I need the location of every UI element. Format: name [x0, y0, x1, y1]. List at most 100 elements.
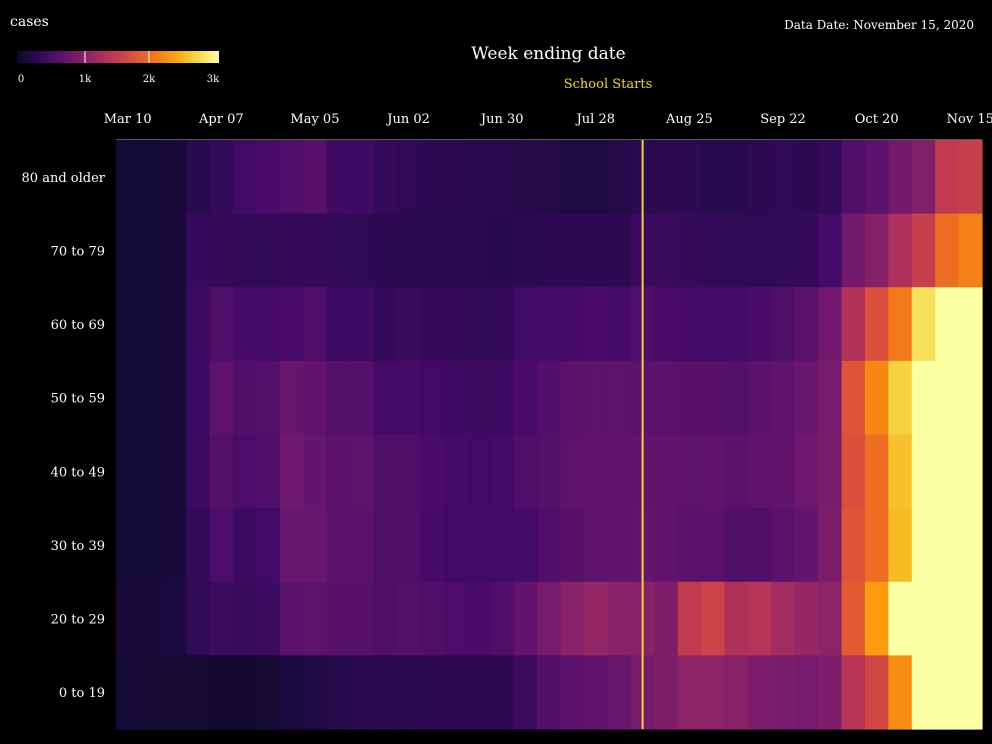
heatmap-cell	[677, 213, 702, 288]
heatmap-cell	[209, 287, 234, 362]
heatmap-cell	[701, 360, 726, 436]
heatmap-cell	[958, 581, 983, 656]
heatmap-cell	[701, 287, 726, 362]
heatmap-cell	[233, 581, 258, 656]
heatmap-cell	[841, 213, 866, 288]
heatmap-cell	[373, 287, 398, 362]
heatmap-cell	[513, 434, 538, 509]
heatmap-cell	[935, 360, 960, 436]
heatmap-cell	[841, 287, 866, 362]
heatmap-cell	[467, 360, 492, 436]
heatmap-cell	[841, 508, 866, 583]
heatmap-cell	[256, 434, 281, 509]
heatmap-cell	[490, 508, 515, 583]
x-tick-label: Nov 15	[947, 112, 992, 127]
heatmap-cell	[373, 434, 398, 509]
heatmap-cell	[326, 581, 351, 656]
heatmap-cell	[724, 213, 749, 288]
heatmap-cell	[256, 287, 281, 362]
heatmap-cell	[396, 287, 421, 362]
heatmap-cell	[747, 581, 772, 656]
heatmap-cell	[537, 360, 562, 436]
heatmap-cell	[724, 360, 749, 436]
data-date-label: Data Date: November 15, 2020	[784, 18, 974, 32]
heatmap-cell	[677, 140, 702, 215]
heatmap-cell	[607, 655, 632, 730]
heatmap-cell	[888, 140, 913, 215]
heatmap-cell	[747, 508, 772, 583]
heatmap-cell	[958, 140, 983, 215]
heatmap-cell	[654, 581, 679, 656]
heatmap-cell	[467, 287, 492, 362]
heatmap-cell	[162, 360, 187, 436]
heatmap-cell	[490, 581, 515, 656]
heatmap-cell	[279, 508, 304, 583]
heatmap-cell	[443, 360, 468, 436]
heatmap-cell	[139, 434, 164, 509]
heatmap-cell	[864, 655, 889, 730]
heatmap-cell	[888, 434, 913, 509]
heatmap-cell	[209, 434, 234, 509]
heatmap-cell	[256, 140, 281, 215]
heatmap-cell	[116, 508, 141, 583]
heatmap-cell	[911, 581, 936, 656]
heatmap-cell	[256, 655, 281, 730]
heatmap-cell	[818, 434, 843, 509]
heatmap-cell	[350, 287, 375, 362]
heatmap-cell	[654, 360, 679, 436]
heatmap-cell	[560, 287, 585, 362]
heatmap-cell	[841, 360, 866, 436]
heatmap-cell	[794, 508, 819, 583]
heatmap-cell	[935, 434, 960, 509]
heatmap-cell	[537, 581, 562, 656]
heatmap-cell	[350, 581, 375, 656]
heatmap-cell	[701, 213, 726, 288]
heatmap-cell	[560, 655, 585, 730]
heatmap-cell	[818, 581, 843, 656]
heatmap-cell	[186, 581, 211, 656]
heatmap-cell	[560, 434, 585, 509]
heatmap-cell	[864, 360, 889, 436]
heatmap-cell	[209, 655, 234, 730]
heatmap-cell	[420, 434, 445, 509]
heatmap-cell	[279, 655, 304, 730]
heatmap-cell	[677, 434, 702, 509]
heatmap-cell	[326, 140, 351, 215]
heatmap-cell	[139, 508, 164, 583]
heatmap-cell	[724, 140, 749, 215]
heatmap-cell	[701, 140, 726, 215]
colorbar-tick-label: 3k	[207, 74, 220, 85]
heatmap-cell	[818, 508, 843, 583]
heatmap-cell	[303, 434, 328, 509]
heatmap-cell	[396, 140, 421, 215]
colorbar-gradient	[17, 51, 219, 63]
heatmap-cell	[162, 140, 187, 215]
heatmap-cell	[747, 360, 772, 436]
heatmap-cell	[162, 508, 187, 583]
heatmap-cell	[467, 213, 492, 288]
x-tick-label: Mar 10	[104, 112, 152, 127]
heatmap-cell	[373, 508, 398, 583]
heatmap-cell	[654, 655, 679, 730]
x-tick-label: May 05	[290, 112, 339, 127]
heatmap-cell	[607, 140, 632, 215]
heatmap-cell	[584, 581, 609, 656]
x-tick-label: Apr 07	[198, 112, 244, 127]
heatmap-cells	[116, 140, 983, 730]
heatmap-cell	[888, 360, 913, 436]
heatmap-cell	[584, 140, 609, 215]
heatmap-cell	[186, 140, 211, 215]
heatmap-cell	[584, 213, 609, 288]
heatmap-cell	[443, 508, 468, 583]
heatmap-cell	[560, 140, 585, 215]
heatmap-cell	[396, 434, 421, 509]
heatmap-cell	[864, 140, 889, 215]
heatmap-cell	[513, 287, 538, 362]
heatmap-cell	[677, 287, 702, 362]
heatmap-cell	[373, 581, 398, 656]
heatmap-cell	[209, 140, 234, 215]
heatmap-cell	[818, 140, 843, 215]
heatmap-cell	[794, 287, 819, 362]
heatmap-cell	[326, 655, 351, 730]
colorbar: 0 1k 2k 3k	[17, 51, 220, 85]
